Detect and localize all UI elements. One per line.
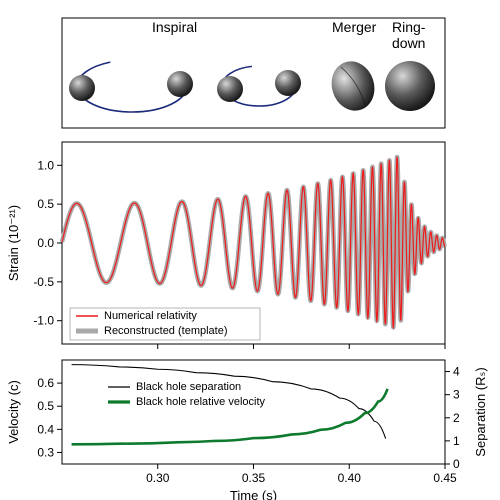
strain-ytick: 1.0: [37, 158, 54, 172]
vel-ytick: 0.5: [37, 399, 54, 413]
svg-text:Black hole separation: Black hole separation: [136, 381, 241, 393]
vel-ytick: 0.4: [37, 422, 54, 436]
ringdown-body: [385, 61, 435, 111]
xlabel: Time (s): [230, 488, 277, 500]
strain-ytick: 0.5: [37, 197, 54, 211]
sep-ylabel: Separation (Rₛ): [473, 367, 488, 456]
sep-ytick: 2: [453, 411, 460, 425]
merger-body: [325, 56, 380, 117]
label-ringdown-2: down: [392, 35, 425, 51]
inspiral-pair-1: [69, 60, 193, 112]
strain-legend: Numerical relativity Reconstructed (templ…: [70, 308, 260, 340]
sep-ytick: 1: [453, 434, 460, 448]
xtick: 0.35: [242, 471, 266, 485]
xtick: 0.30: [146, 471, 170, 485]
strain-ylabel: Strain (10⁻²¹): [6, 205, 21, 281]
xtick: 0.45: [433, 471, 457, 485]
svg-text:Reconstructed (template): Reconstructed (template): [104, 325, 228, 337]
xtick: 0.40: [338, 471, 362, 485]
inspiral-pair-2: [217, 66, 301, 106]
strain-ytick: 0.0: [37, 236, 54, 250]
lower-legend: Black hole separation Black hole relative…: [108, 381, 266, 408]
vel-ytick: 0.3: [37, 445, 54, 459]
svg-text:Numerical relativity: Numerical relativity: [104, 310, 197, 322]
label-ringdown-1: Ring-: [392, 19, 426, 35]
sep-ytick: 3: [453, 388, 460, 402]
sep-ytick: 0: [453, 457, 460, 471]
vel-ytick: 0.6: [37, 376, 54, 390]
label-merger: Merger: [332, 19, 377, 35]
strain-ytick: -1.0: [33, 314, 54, 328]
strain-ytick: -0.5: [33, 275, 54, 289]
svg-text:Black hole relative velocity: Black hole relative velocity: [136, 396, 266, 408]
label-inspiral: Inspiral: [152, 19, 197, 35]
figure: Inspiral Merger Ring-down -1.0 -0.5 0.0 0.5 1.0…: [0, 0, 500, 500]
sep-ytick: 4: [453, 365, 460, 379]
vel-ylabel: Velocity (c): [6, 380, 21, 444]
